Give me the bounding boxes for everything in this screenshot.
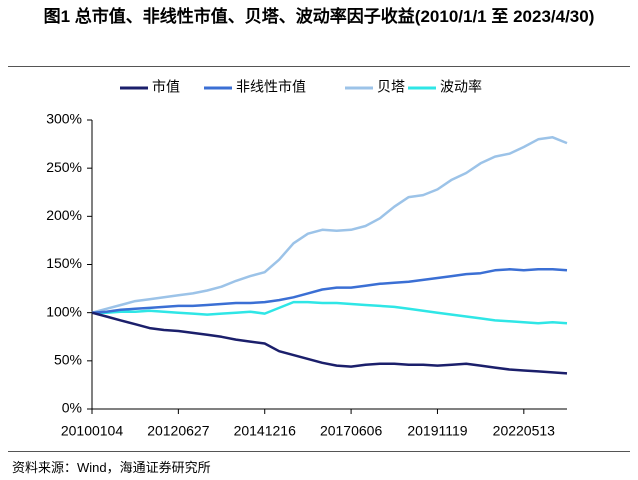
rule — [8, 451, 630, 452]
source-note: 资料来源：Wind，海通证券研究所 — [12, 460, 211, 475]
y-tick-label: 200% — [46, 207, 82, 223]
y-tick-label: 250% — [46, 159, 82, 175]
x-tick-label: 20191119 — [407, 423, 467, 439]
series-line — [91, 311, 568, 375]
series-line — [92, 300, 568, 325]
y-tick-label: 50% — [54, 352, 82, 368]
y-tick-label: 300% — [46, 111, 82, 127]
series-line — [91, 136, 568, 314]
x-tick-label: 20100104 — [61, 423, 124, 439]
chart-title: 图1 总市值、非线性市值、贝塔、波动率因子收益(2010/1/1 至 2023/… — [43, 7, 595, 26]
legend-label: 非线性市值 — [236, 79, 306, 95]
x-tick-label: 20120627 — [147, 423, 210, 439]
x-tick-label: 20220513 — [493, 423, 556, 439]
x-tick-label: 20170606 — [320, 423, 383, 439]
rule — [8, 66, 630, 67]
x-tick-label: 20141216 — [234, 423, 297, 439]
legend-label: 贝塔 — [377, 79, 405, 95]
y-tick-label: 100% — [46, 303, 82, 319]
y-tick-label: 0% — [62, 400, 82, 416]
series-line — [91, 268, 568, 314]
legend-label: 市值 — [152, 79, 180, 95]
legend-label: 波动率 — [440, 79, 482, 95]
y-tick-label: 150% — [46, 255, 82, 271]
